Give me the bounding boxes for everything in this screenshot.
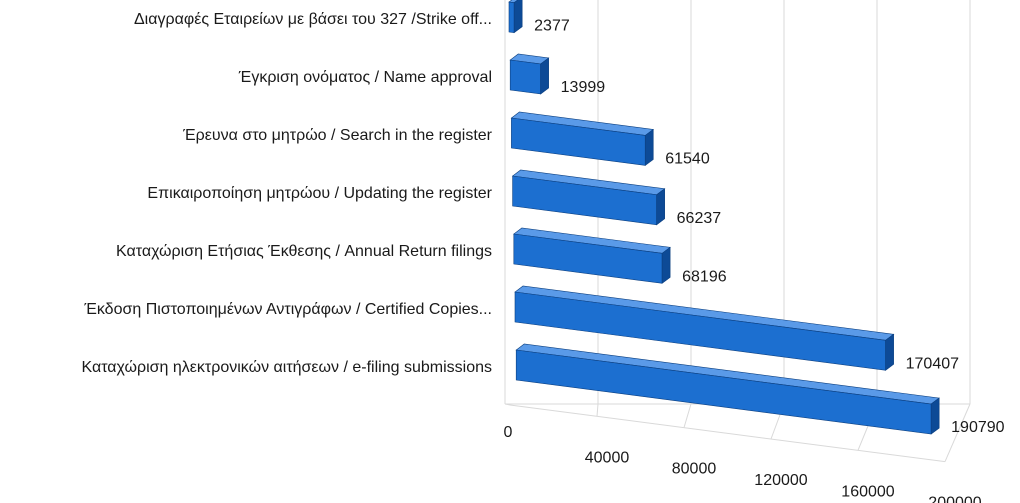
category-label: Επικαιροποίηση μητρώου / Updating the re… bbox=[147, 185, 492, 202]
data-label: 170407 bbox=[906, 355, 959, 372]
bar bbox=[508, 1, 515, 34]
category-label: Έρευνα στο μητρώο / Search in the regist… bbox=[182, 127, 493, 144]
data-label: 66237 bbox=[677, 210, 722, 227]
data-label: 2377 bbox=[534, 18, 570, 35]
bar-end-face bbox=[540, 57, 549, 95]
x-axis-ticks: 0 40000 80000 120000 160000 200000 bbox=[504, 424, 982, 503]
category-label: Έγκριση ονόματος / Name approval bbox=[238, 69, 492, 86]
category-labels: Διαγραφές Εταιρείων με βάσει του 327 /St… bbox=[81, 11, 492, 376]
bar-end-face bbox=[644, 128, 654, 167]
x-tick-label: 40000 bbox=[585, 449, 630, 466]
value-labels: 2377 13999 61540 66237 68196 170407 190790 bbox=[534, 18, 1004, 436]
data-label: 68196 bbox=[682, 268, 727, 285]
x-tick-label: 120000 bbox=[754, 472, 807, 489]
floor-gridline bbox=[944, 403, 971, 462]
bars bbox=[508, 0, 940, 435]
floor-gridline bbox=[596, 403, 599, 417]
category-label: Διαγραφές Εταιρείων με βάσει του 327 /St… bbox=[134, 11, 492, 28]
x-tick-label: 0 bbox=[504, 424, 513, 441]
bar-end-face bbox=[513, 0, 523, 34]
x-tick-label: 160000 bbox=[841, 483, 894, 500]
bar-end-face bbox=[661, 246, 671, 284]
category-label: Καταχώριση ηλεκτρονικών αιτήσεων / e-fil… bbox=[81, 359, 492, 376]
bar-end-face bbox=[930, 397, 940, 435]
floor-gridline bbox=[683, 403, 692, 428]
category-label: Έκδοση Πιστοποιημένων Αντιγράφων / Certi… bbox=[83, 301, 492, 318]
floor-front-edge bbox=[509, 404, 946, 463]
bar-end-face bbox=[656, 188, 665, 226]
bar bbox=[509, 59, 541, 95]
category-label: Καταχώριση Ετήσιας Έκθεσης / Annual Retu… bbox=[116, 243, 492, 260]
bar-end-face bbox=[885, 333, 894, 371]
data-label: 190790 bbox=[951, 419, 1004, 436]
data-label: 13999 bbox=[561, 79, 606, 96]
x-tick-label: 80000 bbox=[672, 461, 717, 478]
data-label: 61540 bbox=[665, 150, 710, 167]
x-tick-label: 200000 bbox=[928, 495, 981, 503]
